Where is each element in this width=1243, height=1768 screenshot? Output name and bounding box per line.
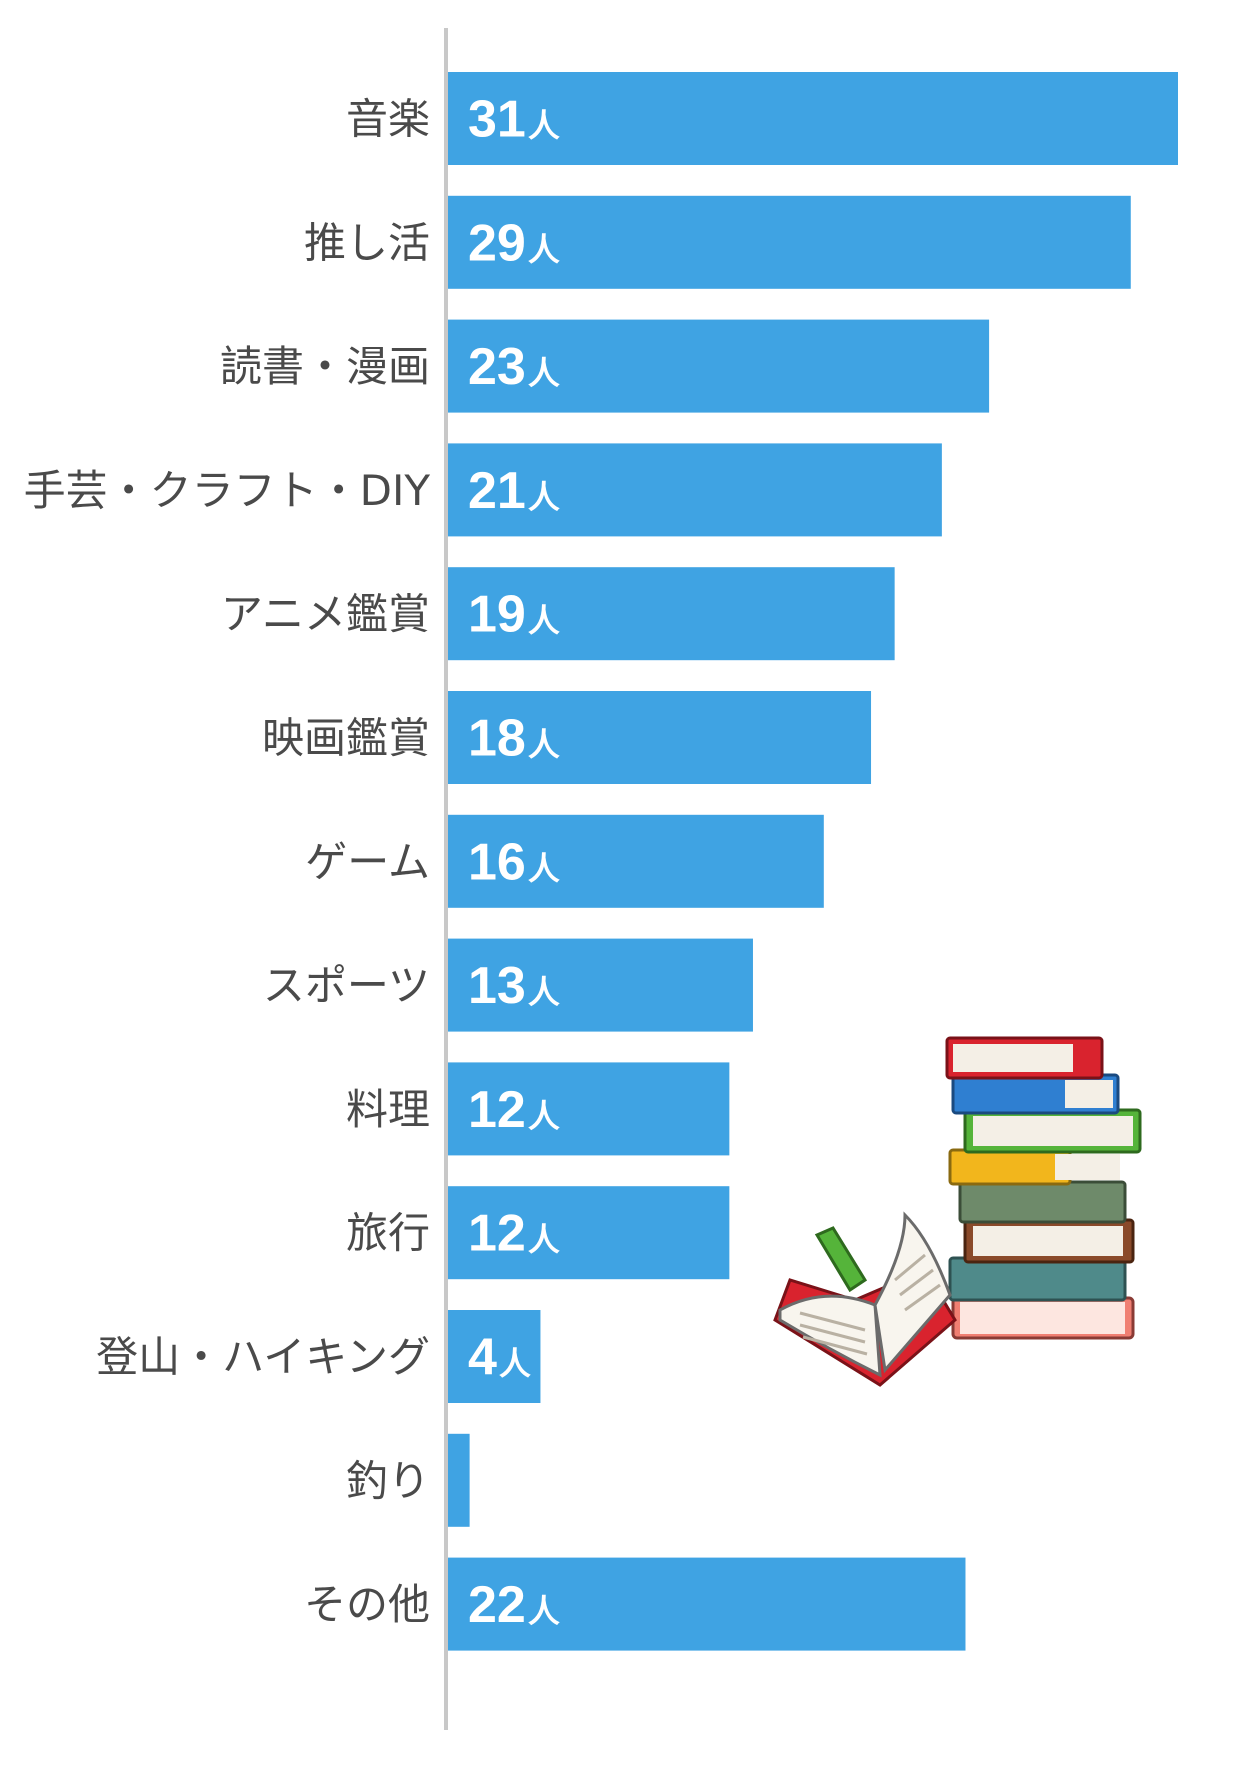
value-label: 31人: [468, 91, 560, 149]
bar-7: [446, 938, 753, 1032]
bar-3: [446, 443, 942, 537]
bar-11: [446, 1433, 470, 1527]
book-stack: [945, 1036, 1142, 1340]
value-label: 18人: [468, 710, 560, 768]
bar-2: [446, 319, 990, 413]
category-label: ゲーム: [305, 837, 430, 886]
open-book: [773, 1211, 957, 1387]
bar-6: [446, 814, 824, 908]
value-label: 23人: [468, 338, 560, 396]
bar-1: [446, 195, 1131, 289]
category-label: アニメ鑑賞: [221, 590, 430, 639]
bar-5: [446, 691, 872, 784]
value-label: 1人: [468, 1452, 531, 1510]
category-label: 映画鑑賞: [262, 714, 430, 763]
value-label: 4人: [468, 1329, 531, 1387]
value-label: 22人: [468, 1576, 560, 1634]
bar-10: [446, 1310, 541, 1403]
bar-8: [446, 1062, 730, 1156]
category-label: 推し活: [304, 218, 430, 267]
category-label: その他: [304, 1580, 430, 1629]
category-label: スポーツ: [263, 961, 430, 1010]
bar-12: [446, 1557, 966, 1651]
category-label: 音楽: [346, 95, 430, 144]
category-label: 手芸・クラフト・DIY: [24, 466, 431, 515]
value-label: 13人: [468, 957, 560, 1015]
value-label: 12人: [468, 1081, 560, 1139]
category-label: 料理: [346, 1085, 430, 1134]
category-label: 登山・ハイキング: [96, 1333, 430, 1382]
category-label: 旅行: [346, 1209, 430, 1258]
category-label: 読書・漫画: [220, 342, 430, 391]
category-label: 釣り: [346, 1456, 430, 1505]
value-label: 12人: [468, 1205, 560, 1263]
value-label: 21人: [468, 462, 560, 520]
bar-0: [446, 72, 1178, 165]
bar-4: [446, 567, 895, 661]
value-label: 19人: [468, 586, 560, 644]
bar-9: [446, 1186, 730, 1280]
stack-of-books-with-open-book-icon: [773, 1036, 1142, 1387]
value-label: 29人: [468, 214, 560, 272]
value-label: 16人: [468, 833, 560, 891]
